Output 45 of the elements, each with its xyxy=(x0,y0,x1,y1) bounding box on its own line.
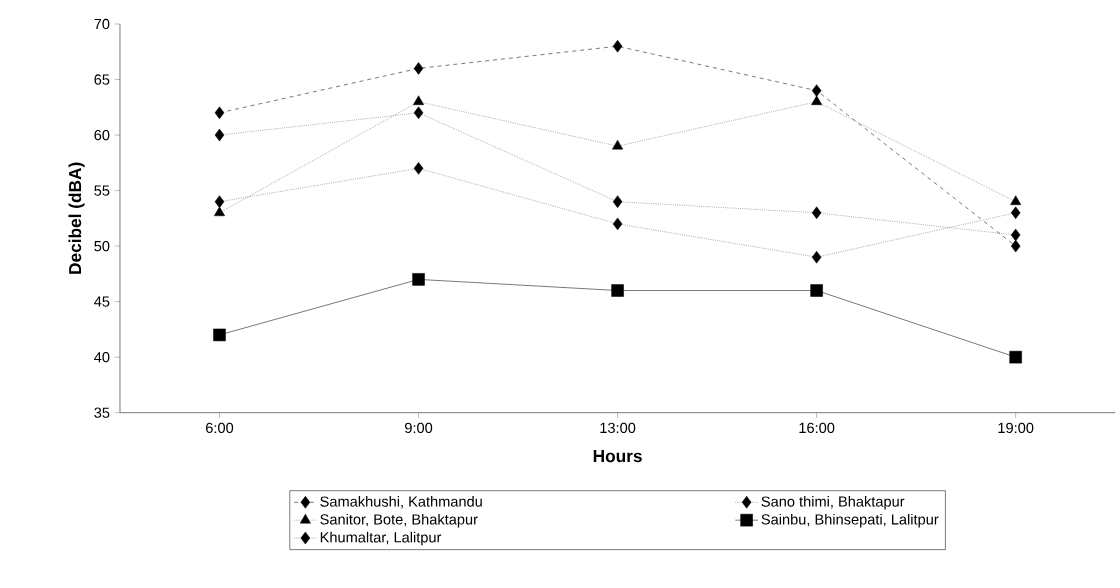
point xyxy=(612,39,623,53)
point xyxy=(1009,350,1022,364)
legend-label: Sainbu, Bhinsepati, Lalitpur xyxy=(761,513,939,528)
y-tick-label: 60 xyxy=(94,129,110,141)
point xyxy=(612,139,624,150)
point xyxy=(214,106,225,119)
y-tick-label: 50 xyxy=(94,240,110,252)
point xyxy=(1010,239,1021,253)
legend-label: Khumaltar, Lalitpur xyxy=(320,531,442,546)
point xyxy=(811,95,823,105)
point xyxy=(413,106,424,119)
point xyxy=(413,95,424,105)
point xyxy=(214,128,225,142)
point xyxy=(413,161,424,175)
point xyxy=(811,206,822,219)
x-tick-label: 19:00 xyxy=(998,422,1034,433)
point xyxy=(811,250,822,264)
legend-label: Sano thimi, Bhaktapur xyxy=(761,495,905,510)
point xyxy=(1010,228,1021,242)
point xyxy=(612,195,623,208)
y-tick-label: 70 xyxy=(94,18,110,30)
y-tick-label: 55 xyxy=(94,185,110,196)
point xyxy=(412,273,425,286)
y-axis-title: Decibel (dBA) xyxy=(68,162,85,274)
point xyxy=(1010,195,1022,205)
legend-label: Sanitor, Bote, Bhaktapur xyxy=(320,513,478,528)
point xyxy=(811,84,822,97)
legend-label: Samakhushi, Kathmandu xyxy=(320,495,482,509)
y-tick-label: 65 xyxy=(94,74,110,85)
point xyxy=(810,284,823,297)
point xyxy=(213,328,226,342)
x-axis-title: Hours xyxy=(593,449,642,463)
x-tick-label: 16:00 xyxy=(799,422,835,433)
point xyxy=(214,195,225,208)
y-tick-label: 35 xyxy=(94,407,110,418)
x-tick-label: 13:00 xyxy=(600,422,636,433)
x-tick-label: 6:00 xyxy=(206,422,234,433)
y-tick-label: 45 xyxy=(94,296,110,307)
x-tick-label: 9:00 xyxy=(405,422,433,433)
point xyxy=(611,284,624,297)
point xyxy=(612,217,623,230)
point xyxy=(413,62,424,75)
y-tick-label: 40 xyxy=(94,351,110,363)
point xyxy=(1010,206,1021,219)
point xyxy=(214,206,225,216)
